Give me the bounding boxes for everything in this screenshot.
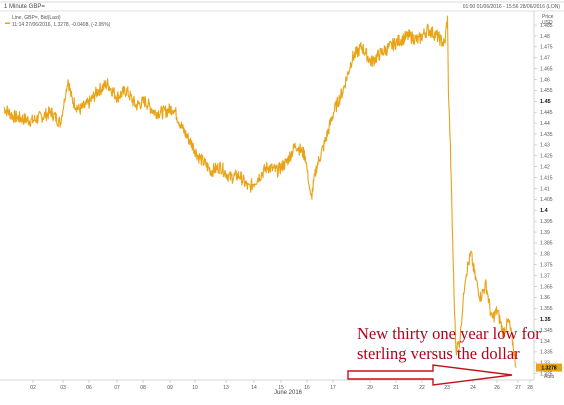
y-tick-label: 1.425 bbox=[540, 154, 553, 160]
x-tick-label: 27 bbox=[515, 385, 521, 391]
x-tick-label: 17 bbox=[330, 385, 336, 391]
y-tick-label: 1.475 bbox=[540, 45, 553, 51]
y-tick-label: 1.355 bbox=[540, 306, 553, 312]
price-label: Price bbox=[542, 14, 554, 20]
x-tick-label: 02 bbox=[30, 385, 36, 391]
y-tick-label: 1.335 bbox=[540, 350, 553, 356]
y-tick-label: 1.38 bbox=[540, 252, 550, 258]
x-tick-label: 20 bbox=[367, 385, 373, 391]
x-axis-ticks: 02 03 06 07 08 09 10 13 14 15 16 17 20 21 22 23 24 26 27 28 bbox=[30, 380, 533, 391]
last-value-label: 1.3278 bbox=[541, 366, 557, 372]
y-tick-label: 1.455 bbox=[540, 88, 553, 94]
x-tick-label: 28 bbox=[527, 385, 533, 391]
annotation-line-2: sterling versus the dollar bbox=[357, 344, 520, 363]
y-tick-label: 1.445 bbox=[540, 110, 553, 116]
x-tick-label: 07 bbox=[114, 385, 120, 391]
x-tick-label: 10 bbox=[192, 385, 198, 391]
legend-line-1: Line, GBP=, Bid(Last) bbox=[12, 15, 61, 21]
y-tick-label: 1.405 bbox=[540, 197, 553, 203]
currency-label: USD bbox=[542, 20, 553, 26]
y-tick-label: 1.325 bbox=[540, 371, 553, 377]
x-tick-label: 22 bbox=[419, 385, 425, 391]
legend-swatch bbox=[5, 22, 10, 24]
x-tick-label: 23 bbox=[444, 385, 450, 391]
y-tick-label: 1.46 bbox=[540, 77, 550, 83]
y-tick-label: 1.375 bbox=[540, 263, 553, 269]
y-tick-label: 1.36 bbox=[540, 295, 550, 301]
y-tick-label: 1.39 bbox=[540, 230, 550, 236]
x-tick-label: 26 bbox=[494, 385, 500, 391]
x-tick-label: 21 bbox=[393, 385, 399, 391]
y-tick-label: 1.345 bbox=[540, 328, 553, 334]
auto-label: Auto bbox=[544, 374, 555, 380]
x-tick-label: 09 bbox=[167, 385, 173, 391]
y-tick-label: 1.385 bbox=[540, 241, 553, 247]
x-tick-label: 13 bbox=[223, 385, 229, 391]
y-tick-label: 1.485 bbox=[540, 23, 553, 29]
y-tick-label: 1.35 bbox=[540, 317, 551, 323]
y-tick-label: 1.42 bbox=[540, 164, 550, 170]
annotation-arrow bbox=[347, 364, 513, 386]
price-series-line bbox=[3, 15, 517, 368]
chart-title: 1 Minute GBP= bbox=[4, 4, 45, 10]
x-tick-label: 16 bbox=[304, 385, 310, 391]
y-tick-label: 1.435 bbox=[540, 132, 553, 138]
x-tick-label: 15 bbox=[278, 385, 284, 391]
y-tick-label: 1.34 bbox=[540, 339, 550, 345]
y-tick-label: 1.44 bbox=[540, 121, 550, 127]
x-tick-label: 03 bbox=[60, 385, 66, 391]
x-axis-title: June 2016 bbox=[274, 390, 303, 396]
y-tick-label: 1.41 bbox=[540, 186, 550, 192]
y-tick-label: 1.47 bbox=[540, 56, 550, 62]
y-tick-label: 1.43 bbox=[540, 143, 550, 149]
date-range: 01:00 01/06/2016 - 15:56 28/06/2016 (LON… bbox=[463, 4, 561, 10]
y-tick-label: 1.48 bbox=[540, 34, 550, 40]
x-tick-label: 14 bbox=[251, 385, 257, 391]
y-tick-label: 1.395 bbox=[540, 219, 553, 225]
x-tick-label: 08 bbox=[140, 385, 146, 391]
y-tick-label: 1.37 bbox=[540, 273, 550, 279]
y-tick-label: 1.465 bbox=[540, 66, 553, 72]
y-tick-label: 1.4 bbox=[540, 208, 549, 214]
y-tick-label: 1.415 bbox=[540, 175, 553, 181]
y-tick-label: 1.45 bbox=[540, 99, 551, 105]
y-tick-label: 1.365 bbox=[540, 284, 553, 290]
legend-line-2: 11:14 27/06/2016, 1.3278, -0.0408, (-2.9… bbox=[12, 22, 111, 28]
last-value-tag bbox=[536, 363, 562, 372]
x-tick-label: 06 bbox=[86, 385, 92, 391]
annotation-line-1: New thirty one year low for bbox=[357, 324, 541, 343]
x-tick-label: 24 bbox=[470, 385, 476, 391]
